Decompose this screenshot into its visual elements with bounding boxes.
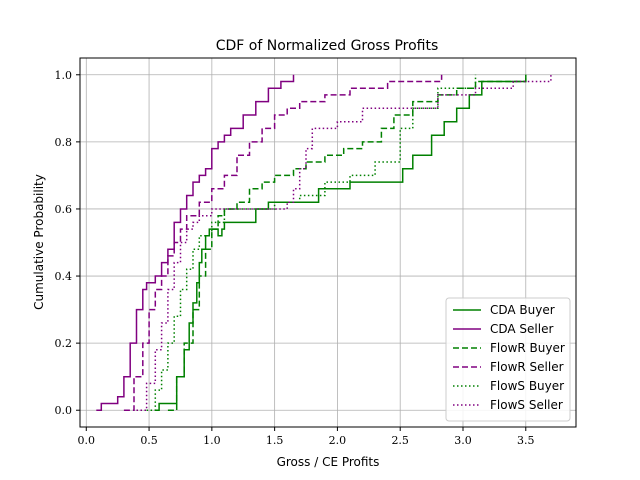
x-tick-label: 3.5	[517, 434, 535, 447]
legend-label: FlowR Buyer	[490, 341, 565, 355]
x-tick-label: 3.0	[454, 434, 472, 447]
x-axis-label: Gross / CE Profits	[277, 455, 380, 469]
legend-label: CDA Seller	[490, 322, 553, 336]
x-tick-label: 0.0	[78, 434, 96, 447]
series-flowr-seller	[123, 74, 443, 411]
x-tick-label: 2.0	[329, 434, 347, 447]
series-cda-buyer	[155, 74, 527, 411]
y-tick-label: 0.4	[55, 270, 73, 283]
x-tick-label: 1.5	[266, 434, 284, 447]
y-tick-label: 0.0	[55, 404, 73, 417]
x-tick-label: 1.0	[203, 434, 221, 447]
x-tick-label: 2.5	[391, 434, 409, 447]
y-tick-label: 0.8	[55, 136, 73, 149]
series-lines	[96, 74, 552, 411]
y-tick-label: 0.6	[55, 203, 73, 216]
plot-frame	[79, 57, 577, 428]
chart-title: CDF of Normalized Gross Profits	[216, 38, 439, 54]
legend-label: FlowS Buyer	[490, 379, 564, 393]
x-tick-label: 0.5	[140, 434, 158, 447]
ticks: 0.0 0.5 1.0 1.5 2.0 2.5 3.0 3.5 0.0 0.2 0.4 0.6 0.8 1…	[55, 69, 535, 447]
y-tick-label: 1.0	[55, 69, 73, 82]
series-flowr-buyer	[167, 74, 527, 411]
series-flows-seller	[136, 74, 552, 411]
legend-label: FlowR Seller	[490, 360, 564, 374]
legend: CDA Buyer CDA Seller FlowR Buyer FlowR Sell…	[445, 297, 571, 422]
legend-label: FlowS Seller	[490, 398, 563, 412]
series-flows-buyer	[146, 74, 477, 411]
legend-label: CDA Buyer	[490, 303, 555, 317]
series-cda-seller	[96, 74, 295, 411]
y-tick-label: 0.2	[55, 337, 73, 350]
y-axis-label: Cumulative Probability	[32, 174, 46, 310]
